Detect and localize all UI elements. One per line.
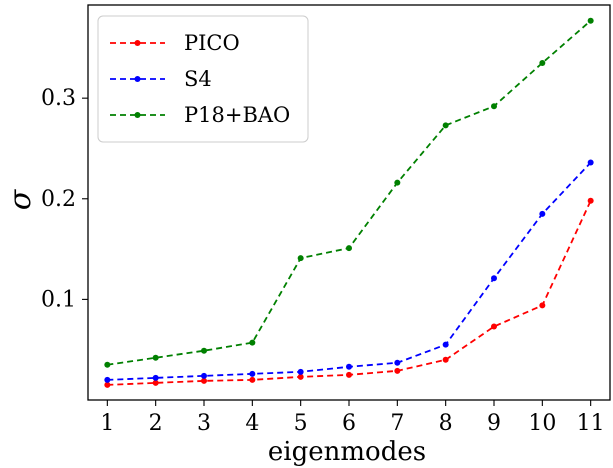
x-tick-label: 1 bbox=[100, 411, 114, 436]
data-point-s4 bbox=[346, 363, 352, 370]
data-point-pico bbox=[152, 379, 159, 386]
data-point-p18-bao bbox=[297, 255, 304, 262]
y-tick-label: 0.2 bbox=[41, 187, 76, 212]
data-point-s4 bbox=[152, 374, 159, 381]
x-axis: 1 2 3 4 5 6 7 8 9 10 11 bbox=[100, 400, 605, 436]
data-point-p18-bao bbox=[201, 347, 207, 354]
data-point-pico bbox=[394, 367, 401, 374]
data-point-s4 bbox=[297, 368, 304, 375]
x-tick-label: 3 bbox=[197, 411, 211, 436]
data-point-s4 bbox=[201, 372, 207, 379]
data-point-p18-bao bbox=[346, 245, 352, 252]
data-point-p18-bao bbox=[394, 179, 401, 186]
data-point-pico bbox=[346, 371, 352, 378]
data-point-s4 bbox=[394, 359, 401, 366]
data-point-p18-bao bbox=[104, 361, 111, 368]
x-tick-label: 8 bbox=[439, 411, 453, 436]
data-point-p18-bao bbox=[442, 122, 449, 129]
data-point-s4 bbox=[539, 210, 546, 217]
legend: PICO S4 P18+BAO bbox=[97, 15, 309, 143]
legend-label-s4: S4 bbox=[184, 67, 212, 91]
data-point-s4 bbox=[249, 370, 256, 377]
x-tick-label: 2 bbox=[149, 411, 163, 436]
data-point-pico bbox=[442, 356, 449, 363]
legend-box bbox=[97, 15, 309, 143]
plot-area bbox=[104, 17, 594, 388]
x-tick-label: 9 bbox=[487, 411, 501, 436]
x-tick-label: 6 bbox=[342, 411, 356, 436]
data-point-pico bbox=[201, 377, 207, 384]
x-tick-label: 5 bbox=[294, 411, 308, 436]
series-line-pico bbox=[107, 200, 592, 386]
x-tick-label: 11 bbox=[577, 411, 605, 436]
legend-marker-pico bbox=[134, 40, 141, 46]
y-axis: 0.1 0.2 0.3 bbox=[41, 86, 88, 312]
data-point-p18-bao bbox=[491, 103, 497, 110]
y-axis-label: σ bbox=[3, 188, 38, 210]
data-point-pico bbox=[539, 302, 546, 309]
data-point-pico bbox=[491, 323, 497, 330]
data-point-s4 bbox=[491, 275, 497, 282]
data-point-s4 bbox=[442, 341, 449, 348]
legend-marker-s4 bbox=[134, 76, 141, 82]
data-point-pico bbox=[587, 197, 594, 204]
x-tick-label: 7 bbox=[390, 411, 404, 436]
data-point-p18-bao bbox=[587, 17, 594, 24]
data-point-pico bbox=[104, 381, 111, 388]
x-axis-label: eigenmodes bbox=[268, 437, 426, 467]
data-point-s4 bbox=[104, 376, 111, 383]
data-point-pico bbox=[249, 376, 256, 383]
x-tick-label: 10 bbox=[528, 411, 556, 436]
y-tick-label: 0.3 bbox=[41, 86, 76, 111]
data-point-s4 bbox=[587, 159, 594, 166]
y-tick-label: 0.1 bbox=[41, 287, 76, 312]
legend-label-pico: PICO bbox=[184, 31, 240, 55]
data-point-pico bbox=[297, 373, 304, 380]
x-tick-label: 4 bbox=[245, 411, 259, 436]
data-point-p18-bao bbox=[152, 354, 159, 361]
legend-label-p18-bao: P18+BAO bbox=[184, 103, 290, 127]
series-line-s4 bbox=[107, 161, 592, 381]
data-point-p18-bao bbox=[539, 59, 546, 66]
legend-marker-p18-bao bbox=[134, 112, 141, 118]
data-point-p18-bao bbox=[249, 339, 256, 346]
